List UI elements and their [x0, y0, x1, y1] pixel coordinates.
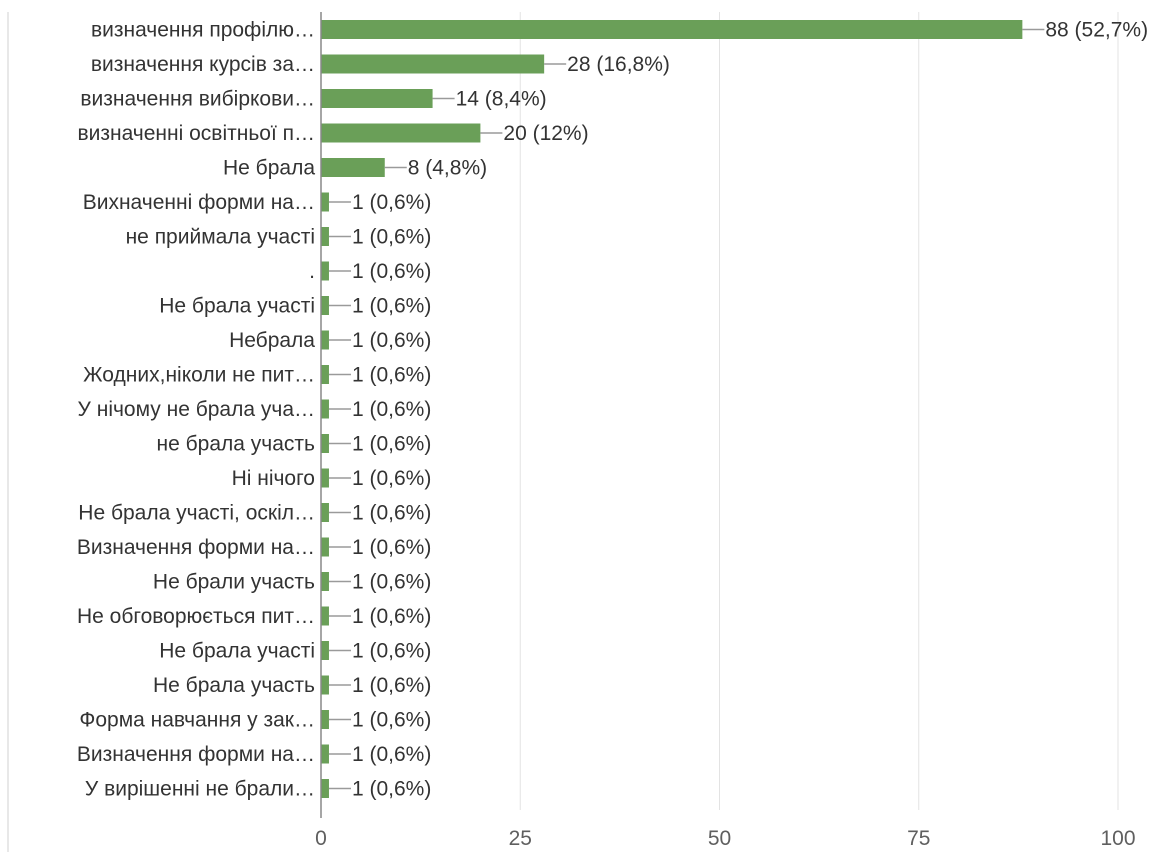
bar — [321, 123, 481, 143]
category-label: Визначення форми на… — [77, 743, 315, 766]
category-label: Не брали участь — [153, 571, 315, 594]
value-label: 1 (0,6%) — [352, 364, 431, 387]
category-label: Не обговорюється пит… — [77, 605, 315, 628]
bar — [321, 606, 329, 626]
category-label: не приймала участі — [126, 226, 315, 249]
value-label: 1 (0,6%) — [352, 571, 431, 594]
category-label: визначення профілю… — [91, 19, 315, 42]
category-label: Ні нічого — [232, 467, 315, 490]
value-label: 1 (0,6%) — [352, 502, 431, 525]
value-label: 88 (52,7%) — [1045, 19, 1148, 42]
bar — [321, 710, 329, 729]
bar — [321, 468, 329, 488]
value-label: 1 (0,6%) — [352, 605, 431, 628]
bars-group — [321, 20, 1023, 798]
category-label: Вихначенні форми на… — [83, 191, 315, 214]
bar — [321, 537, 329, 557]
x-tick-label: 100 — [1100, 827, 1135, 850]
value-label: 1 (0,6%) — [352, 778, 431, 801]
value-label: 1 (0,6%) — [352, 295, 431, 318]
value-label: 1 (0,6%) — [352, 743, 431, 766]
value-label: 28 (16,8%) — [567, 53, 670, 76]
bar — [321, 503, 329, 522]
value-label: 1 (0,6%) — [352, 536, 431, 559]
bar — [321, 89, 433, 108]
category-label: Не брала участі — [159, 295, 315, 318]
bar — [321, 675, 329, 695]
value-label: 1 (0,6%) — [352, 260, 431, 283]
leader-lines — [328, 28, 1045, 790]
x-tick-label: 50 — [708, 827, 731, 850]
value-label: 14 (8,4%) — [456, 88, 547, 111]
category-label: Не брала участі — [159, 640, 315, 663]
category-label: не брала участь — [157, 433, 316, 456]
bar — [321, 54, 545, 74]
value-label: 1 (0,6%) — [352, 467, 431, 490]
bar — [321, 261, 329, 281]
grid-lines — [7, 12, 1119, 852]
bar — [321, 227, 329, 246]
bar — [321, 20, 1023, 39]
category-label: визначенні освітньої п… — [77, 122, 315, 145]
category-label: визначення вибіркови… — [80, 88, 315, 111]
value-label: 1 (0,6%) — [352, 433, 431, 456]
bar — [321, 296, 329, 315]
category-label: . — [309, 260, 315, 283]
category-label: Не брала участі, оскіл… — [78, 502, 315, 525]
bar — [321, 192, 329, 212]
bar — [321, 744, 329, 764]
category-label: У вирішенні не брали… — [85, 778, 315, 801]
category-label: Не брала участь — [153, 674, 315, 697]
category-label: Небрала — [229, 329, 315, 352]
value-label: 1 (0,6%) — [352, 329, 431, 352]
category-labels: визначення профілю… визначення курсів за…… — [77, 19, 315, 801]
bar — [321, 158, 385, 177]
value-label: 8 (4,8%) — [408, 157, 487, 180]
x-tick-labels: 0 25 50 75 100 — [315, 827, 1135, 850]
value-label: 1 (0,6%) — [352, 674, 431, 697]
bar — [321, 330, 329, 350]
value-label: 1 (0,6%) — [352, 226, 431, 249]
bar — [321, 365, 329, 384]
value-label: 1 (0,6%) — [352, 709, 431, 732]
x-tick-label: 75 — [907, 827, 930, 850]
category-label: Жодних,ніколи не пит… — [83, 364, 315, 387]
bar — [321, 641, 329, 660]
bar — [321, 434, 329, 453]
x-tick-label: 25 — [509, 827, 532, 850]
value-label: 20 (12%) — [503, 122, 588, 145]
value-label: 1 (0,6%) — [352, 640, 431, 663]
value-label: 1 (0,6%) — [352, 398, 431, 421]
value-labels: 88 (52,7%) 28 (16,8%) 14 (8,4%) 20 (12%) 8 (… — [352, 19, 1148, 801]
category-label: У нічому не брала уча… — [78, 398, 315, 421]
value-label: 1 (0,6%) — [352, 191, 431, 214]
category-label: визначення курсів за… — [91, 53, 315, 76]
bar — [321, 779, 329, 798]
bar — [321, 572, 329, 591]
x-tick-label: 0 — [315, 827, 327, 850]
bar — [321, 399, 329, 419]
category-label: Не брала — [223, 157, 315, 180]
category-label: Форма навчання у зак… — [79, 709, 315, 732]
category-label: Визначення форми на… — [77, 536, 315, 559]
